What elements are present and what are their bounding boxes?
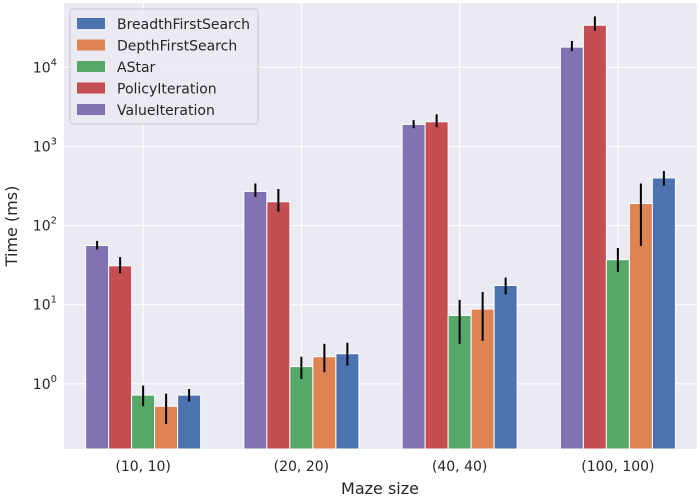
bar-valueiteration-1 [243,190,268,450]
legend-swatch-policyiteration [77,82,105,94]
bar-policyiteration-3 [582,24,607,450]
y-tick-label: 104 [33,57,57,76]
bar-breadthfirstsearch-3 [651,177,676,450]
y-tick-label: 103 [33,136,57,155]
legend-swatch-valueiteration [77,104,105,115]
x-tick-label: (40, 40) [432,459,487,475]
bar-policyiteration-2 [424,121,449,450]
legend-swatch-depthfirstsearch [77,39,105,51]
bar-breadthfirstsearch-1 [335,353,360,450]
y-tick-label: 101 [33,295,57,314]
legend-box [69,8,259,125]
x-axis-label: Maze size [341,479,419,498]
y-tick-label: 102 [33,216,57,235]
error-bars-layer [96,16,665,425]
y-tick-label: 100 [33,374,57,393]
legend-swatch-astar [77,61,105,72]
bar-valueiteration-2 [401,123,426,450]
legend-label-depthfirstsearch: DepthFirstSearch [117,39,237,55]
legend-swatch-breadthfirstsearch [77,18,105,29]
x-tick-label: (100, 100) [581,459,654,475]
y-axis-label: Time (ms) [2,186,21,268]
bar-astar-3 [605,259,630,450]
bars-layer [85,24,676,450]
legend-label-astar: AStar [117,60,156,76]
bar-breadthfirstsearch-0 [177,394,202,450]
legend-label-valueiteration: ValueIteration [117,103,215,119]
bar-breadthfirstsearch-2 [493,284,518,450]
bar-valueiteration-0 [85,244,110,450]
tick-labels: 100 101 102 103 104 (10, 10) (20, 20) (40, 40) (… [33,57,655,475]
legend: BreadthFirstSearch DepthFirstSearch AStar P… [69,8,259,125]
bar-policyiteration-0 [108,265,133,450]
bar-policyiteration-1 [266,201,291,450]
x-tick-label: (10, 10) [115,459,170,475]
legend-label-breadthfirstsearch: BreadthFirstSearch [117,17,250,33]
bar-valueiteration-3 [559,46,584,450]
x-tick-label: (20, 20) [274,459,329,475]
legend-label-policyiteration: PolicyIteration [117,82,217,98]
